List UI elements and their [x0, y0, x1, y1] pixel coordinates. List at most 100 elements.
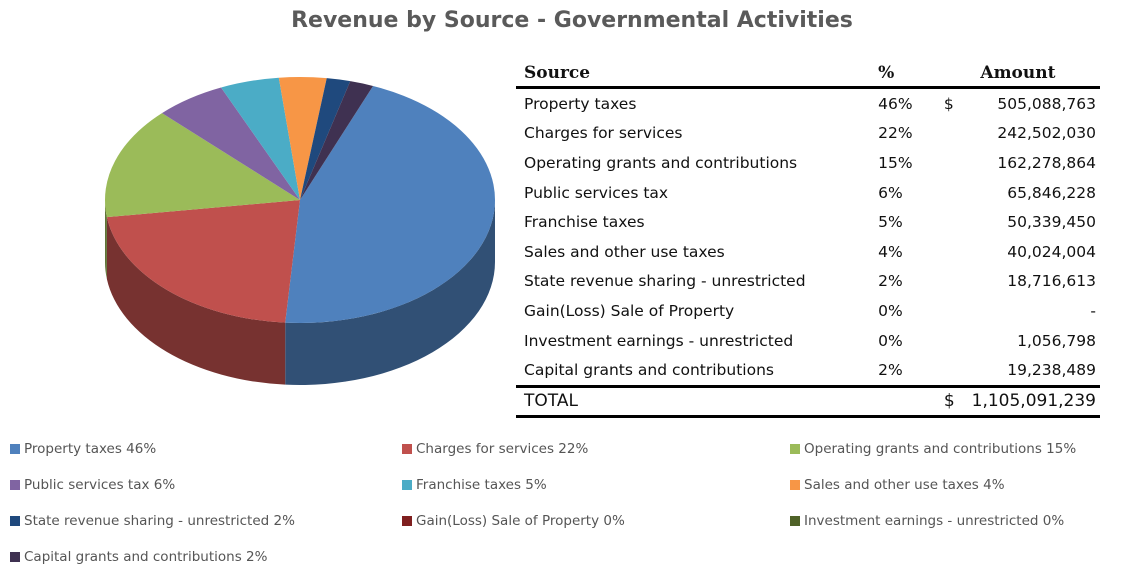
- table-row: Sales and other use taxes 4% 40,024,004: [516, 237, 1100, 267]
- table-row: Gain(Loss) Sale of Property 0% -: [516, 296, 1100, 326]
- row-amount: 50,339,450: [1007, 213, 1096, 232]
- pie-slice-franchise-taxes: [221, 77, 300, 200]
- row-source: Sales and other use taxes: [524, 242, 725, 261]
- legend-label: Sales and other use taxes 4%: [804, 477, 1005, 493]
- pie-slice-charges-for-services: [106, 200, 300, 323]
- row-currency: $: [943, 94, 954, 113]
- row-source: Capital grants and contributions: [524, 361, 774, 380]
- legend-item: Public services tax 6%: [10, 477, 175, 493]
- table-header-row: Source % Amount: [516, 60, 1100, 89]
- row-currency: [936, 326, 972, 356]
- row-percent: 0%: [878, 301, 903, 320]
- row-source: Operating grants and contributions: [524, 153, 798, 172]
- row-percent: 4%: [878, 242, 903, 261]
- header-amount: Amount: [935, 60, 1100, 89]
- legend-label: Property taxes 46%: [24, 441, 157, 457]
- legend-label: Investment earnings - unrestricted 0%: [804, 513, 1065, 529]
- row-percent: 15%: [878, 153, 913, 172]
- row-source: Franchise taxes: [524, 213, 645, 232]
- total-row: TOTAL $ 1,105,091,239: [516, 384, 1100, 418]
- legend-item: Property taxes 46%: [10, 441, 156, 457]
- legend-swatch: [790, 480, 800, 490]
- row-source: Investment earnings - unrestricted: [524, 331, 794, 350]
- pie-side-operating-grants-and-contributions: [105, 200, 107, 280]
- row-currency: [936, 296, 972, 326]
- row-source: State revenue sharing - unrestricted: [524, 272, 806, 291]
- table-row: Franchise taxes 5% 50,339,450: [516, 207, 1100, 237]
- table-row: Operating grants and contributions 15% 1…: [516, 148, 1100, 178]
- pie-slice-operating-grants-and-contributions: [105, 113, 300, 218]
- row-currency: [936, 148, 972, 178]
- row-amount: 162,278,864: [997, 153, 1096, 172]
- pie-side-property-taxes: [285, 200, 495, 385]
- pie-slice-public-services-tax: [161, 87, 300, 200]
- row-amount: -: [1090, 301, 1096, 320]
- table-row: Public services tax 6% 65,846,228: [516, 178, 1100, 208]
- legend-label: Franchise taxes 5%: [416, 477, 547, 493]
- legend-swatch: [10, 516, 20, 526]
- legend-swatch: [790, 444, 800, 454]
- pie-slice-capital-grants-and-contributions: [300, 81, 374, 200]
- row-currency: [936, 119, 972, 149]
- row-percent: 0%: [878, 331, 903, 350]
- pie-slice-sales-and-other-use-taxes: [278, 77, 327, 200]
- row-currency: [936, 237, 972, 267]
- row-source: Property taxes: [524, 94, 637, 113]
- row-amount: 19,238,489: [1007, 361, 1096, 380]
- row-percent: 6%: [878, 183, 903, 202]
- total-label: TOTAL: [516, 384, 869, 418]
- revenue-table: Source % Amount Property taxes 46% $ 505…: [516, 60, 1100, 418]
- row-percent: 5%: [878, 213, 903, 232]
- total-currency: $: [935, 384, 972, 418]
- row-amount: 18,716,613: [1007, 272, 1096, 291]
- pie-top: [105, 77, 496, 323]
- table-row: Investment earnings - unrestricted 0% 1,…: [516, 326, 1100, 356]
- header-source: Source: [516, 60, 869, 89]
- legend-item: Charges for services 22%: [402, 441, 588, 457]
- legend-label: Operating grants and contributions 15%: [804, 441, 1077, 457]
- legend-label: Gain(Loss) Sale of Property 0%: [416, 513, 625, 529]
- row-amount: 242,502,030: [997, 124, 1096, 143]
- legend-swatch: [10, 552, 20, 562]
- legend-swatch: [10, 480, 20, 490]
- legend-swatch: [402, 480, 412, 490]
- row-percent: 46%: [878, 94, 913, 113]
- pie-slice-property-taxes: [285, 85, 496, 323]
- chart-title: Revenue by Source - Governmental Activit…: [291, 8, 853, 33]
- legend-swatch: [10, 444, 20, 454]
- row-amount: 1,056,798: [1017, 331, 1096, 350]
- legend-item: Capital grants and contributions 2%: [10, 549, 267, 565]
- table-row: State revenue sharing - unrestricted 2% …: [516, 267, 1100, 297]
- table-row: Charges for services 22% 242,502,030: [516, 119, 1100, 149]
- legend-label: Charges for services 22%: [416, 441, 589, 457]
- row-currency: [936, 207, 972, 237]
- legend-item: Operating grants and contributions 15%: [790, 441, 1076, 457]
- total-amount: 1,105,091,239: [971, 384, 1100, 418]
- legend-swatch: [402, 516, 412, 526]
- pie-side-charges-for-services: [106, 217, 286, 385]
- row-source: Gain(Loss) Sale of Property: [524, 301, 735, 320]
- total-percent: [868, 384, 936, 418]
- pie-sides: [105, 200, 495, 385]
- legend-swatch: [790, 516, 800, 526]
- legend-item: State revenue sharing - unrestricted 2%: [10, 513, 295, 529]
- row-currency: [936, 355, 972, 386]
- legend-label: Public services tax 6%: [24, 477, 176, 493]
- table-row: Property taxes 46% $ 505,088,763: [516, 88, 1100, 119]
- row-amount: 65,846,228: [1007, 183, 1096, 202]
- row-percent: 2%: [878, 272, 903, 291]
- table-row: Capital grants and contributions 2% 19,2…: [516, 355, 1100, 386]
- row-source: Public services tax: [524, 183, 669, 202]
- row-amount: 40,024,004: [1007, 242, 1096, 261]
- legend-label: Capital grants and contributions 2%: [24, 549, 268, 565]
- legend-item: Gain(Loss) Sale of Property 0%: [402, 513, 625, 529]
- header-percent: %: [868, 60, 936, 89]
- row-currency: [936, 267, 972, 297]
- legend-item: Investment earnings - unrestricted 0%: [790, 513, 1064, 529]
- pie-slice-state-revenue-sharing-unrestricted: [300, 78, 351, 200]
- row-percent: 22%: [878, 124, 913, 143]
- legend-item: Sales and other use taxes 4%: [790, 477, 1005, 493]
- pie-chart: [105, 77, 496, 385]
- legend-label: State revenue sharing - unrestricted 2%: [24, 513, 295, 529]
- row-amount: 505,088,763: [997, 94, 1096, 113]
